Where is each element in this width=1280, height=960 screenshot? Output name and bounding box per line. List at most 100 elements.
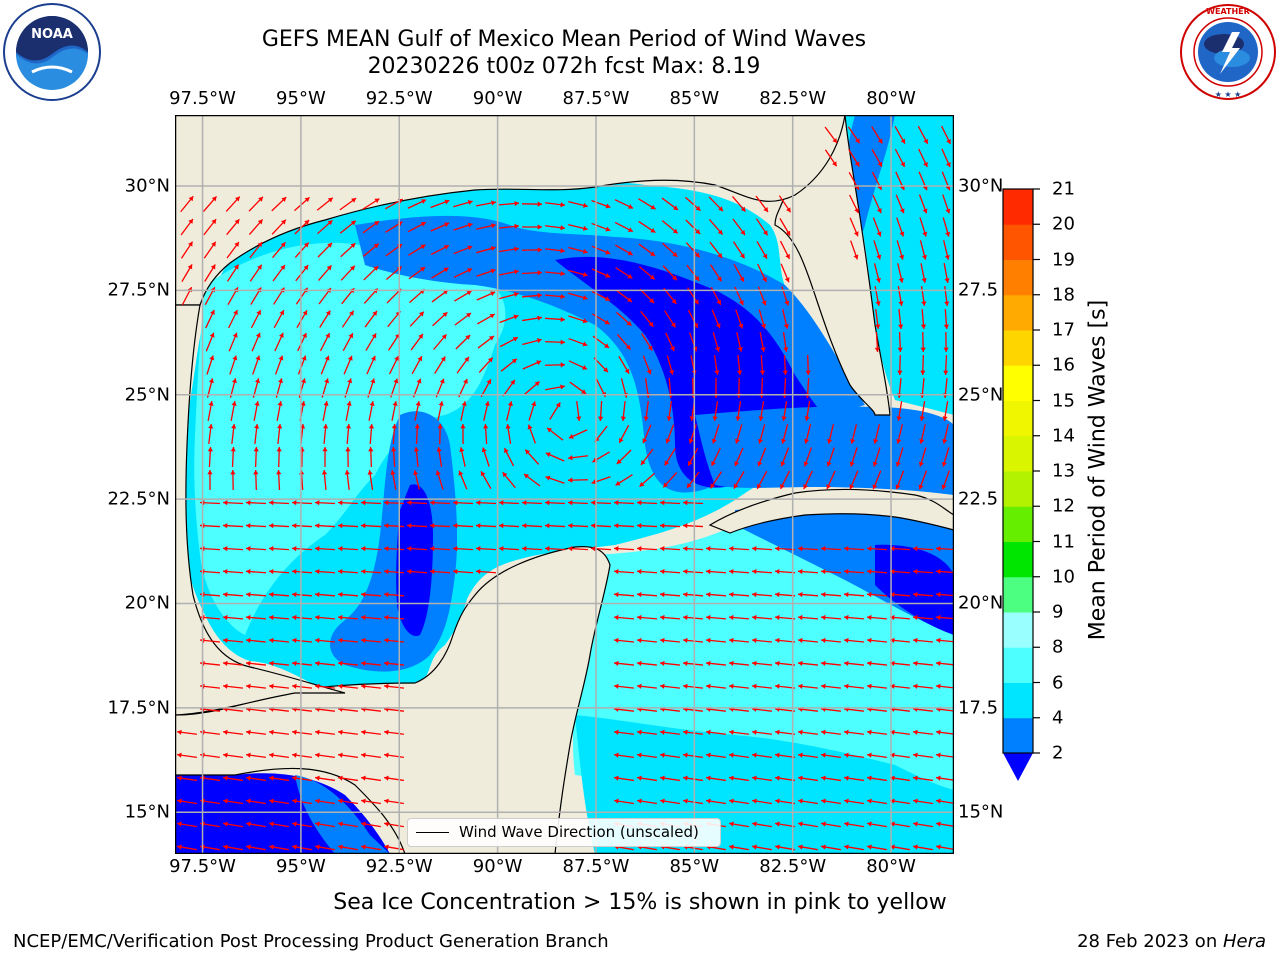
wave-direction-arrow [874,331,880,353]
wave-direction-arrow [682,500,704,506]
wave-direction-arrow [339,197,357,211]
wave-direction-arrow [434,356,446,374]
wave-direction-arrow [758,401,765,421]
wave-direction-arrow [568,269,588,277]
wave-direction-arrow [452,523,474,529]
us-gulf-coast [175,115,846,306]
wave-direction-arrow [942,217,951,237]
wave-direction-arrow [527,424,537,444]
wave-direction-arrow [433,333,447,351]
wave-direction-arrow [222,569,244,575]
wave-direction-arrow [709,264,723,282]
wave-direction-arrow [430,244,450,256]
wave-direction-arrow [775,752,795,759]
wave-direction-arrow [498,523,520,529]
wave-direction-arrow [659,660,681,666]
wave-direction-arrow [226,218,240,236]
wave-direction-arrow [522,315,542,322]
wave-direction-arrow [637,798,657,805]
wave-direction-arrow [712,332,721,352]
wave-direction-arrow [844,844,864,851]
colorbar-segment [1003,471,1033,507]
wave-direction-arrow [391,423,397,445]
wave-direction-arrow [919,424,926,444]
wave-direction-arrow [895,194,905,214]
wave-direction-arrow [660,798,680,805]
wave-direction-arrow [751,637,773,644]
wave-direction-arrow [297,332,307,352]
wave-direction-arrow [499,269,519,276]
wave-direction-arrow [936,844,954,851]
wave-direction-arrow [757,447,767,467]
wave-direction-arrow [660,752,680,759]
wave-direction-arrow [820,683,842,689]
wave-direction-arrow [383,546,405,552]
wave-direction-arrow [268,591,290,598]
wave-direction-arrow [177,798,197,805]
colorbar-segment [1003,365,1033,401]
wave-direction-arrow [503,447,515,467]
wave-direction-arrow [430,222,450,232]
wave-direction-arrow [685,196,701,212]
wave-direction-arrow [935,660,954,666]
wave-direction-arrow [314,729,336,735]
wave-direction-arrow [682,729,704,735]
wave-direction-arrow [896,217,905,237]
wave-direction-arrow [666,401,673,421]
wave-direction-arrow [918,194,928,214]
wave-direction-arrow [317,219,333,235]
wave-direction-arrow [728,729,750,735]
wave-direction-arrow [544,523,566,529]
wave-direction-arrow [660,775,680,782]
wave-direction-arrow [245,569,267,575]
wave-direction-arrow [943,354,949,376]
wave-direction-arrow [591,245,611,255]
wave-direction-arrow [338,798,358,805]
colorbar-segment [1003,647,1033,683]
colorbar-segment [1003,576,1033,613]
wave-direction-arrow [568,201,588,208]
wave-direction-arrow [228,332,238,352]
wave-direction-arrow [337,523,359,529]
wave-direction-arrow [706,752,726,759]
wave-direction-arrow [889,591,911,598]
wave-direction-arrow [613,500,635,506]
wave-direction-arrow [661,220,679,234]
wave-direction-arrow [460,423,466,445]
lon-tick-label-bottom: 82.5°W [759,856,827,877]
wave-direction-arrow [797,683,819,689]
wave-direction-arrow [269,844,289,851]
mexico-coast [175,304,346,716]
wave-direction-arrow [728,660,750,666]
wave-direction-arrow [590,500,612,506]
wave-direction-arrow [804,424,812,444]
wave-direction-arrow [913,821,933,828]
wave-direction-arrow [521,270,543,276]
wave-direction-arrow [820,591,842,598]
wave-direction-arrow [920,331,926,353]
wave-direction-arrow [734,447,744,467]
wave-direction-arrow [820,614,842,621]
lat-tick-label-right: 30°N [958,175,1004,197]
wave-direction-arrow [659,569,681,575]
lon-tick-label-top: 92.5°W [365,88,433,109]
wave-direction-arrow [222,546,244,552]
colorbar-tick-label: 13 [1052,460,1075,482]
wave-direction-arrow [803,470,813,490]
wave-direction-arrow [291,546,313,552]
wave-direction-arrow [246,844,266,851]
wave-direction-arrow [180,218,194,236]
wave-direction-arrow [751,591,773,598]
wave-direction-arrow [569,381,587,395]
wave-direction-arrow [940,125,952,145]
wave-direction-arrow [616,449,632,465]
wave-direction-arrow [774,546,796,552]
wave-direction-arrow [408,266,426,280]
lon-tick-label-bottom: 85°W [669,856,720,877]
wave-direction-arrow [682,614,704,621]
cuba [708,488,954,534]
wave-direction-arrow [294,196,310,212]
wave-direction-arrow [408,244,426,256]
wave-direction-arrow [568,429,588,439]
wave-direction-arrow [935,546,954,552]
